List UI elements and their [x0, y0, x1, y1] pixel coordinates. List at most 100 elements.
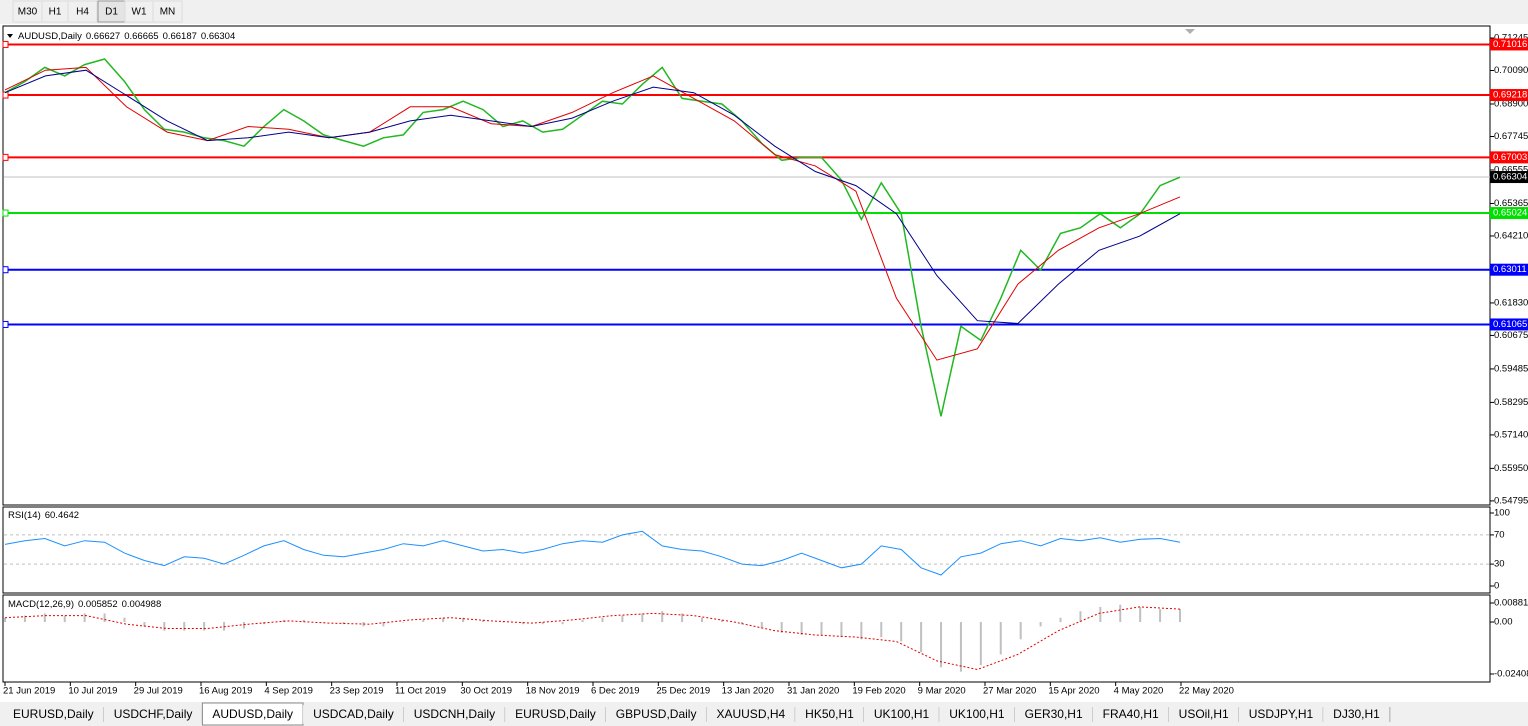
x-tick-label: 16 Aug 2019	[199, 686, 252, 697]
symbol: AUDUSD,Daily	[18, 31, 82, 42]
tab-label[interactable]: EURUSD,Daily	[515, 707, 596, 721]
tab[interactable]	[939, 705, 1015, 724]
quote: 0.66665	[124, 31, 158, 42]
timeframe-label[interactable]: H1	[49, 7, 62, 18]
tab[interactable]	[505, 705, 606, 724]
tab-label[interactable]: USDCHF,Daily	[114, 707, 193, 721]
y-tick-label: 0.55950	[1494, 463, 1528, 474]
macd-bar	[920, 622, 923, 653]
x-tick-label: 9 Mar 2020	[918, 686, 966, 697]
header-arrow	[7, 34, 13, 38]
macd-panel	[2, 594, 1491, 683]
macd-bar	[23, 615, 26, 623]
timeframe-button[interactable]	[152, 0, 183, 23]
macd-bar	[63, 615, 66, 623]
tab[interactable]	[1014, 705, 1093, 724]
level-label: 0.67003	[1493, 152, 1527, 163]
tab[interactable]	[863, 705, 940, 724]
rsi-tick-label: 100	[1494, 508, 1510, 519]
tab[interactable]	[706, 705, 796, 724]
level-label: 0.69218	[1493, 90, 1527, 101]
y-tick-label: 0.57140	[1494, 429, 1528, 440]
y-tick-label: 0.59485	[1494, 363, 1528, 374]
x-tick-label: 25 Dec 2019	[656, 686, 710, 697]
tab[interactable]	[403, 705, 506, 724]
tab-label[interactable]: GER30,H1	[1025, 707, 1083, 721]
tab-label[interactable]: FRA40,H1	[1103, 707, 1159, 721]
tab-label[interactable]: GBPUSD,Daily	[616, 707, 697, 721]
macd-bar	[999, 622, 1002, 655]
tab[interactable]	[1238, 705, 1324, 724]
timeframe-button[interactable]	[67, 0, 98, 23]
y-tick-label: 0.66555	[1494, 164, 1528, 175]
y-tick-label: 0.61830	[1494, 297, 1528, 308]
timeframe-label[interactable]: MN	[160, 7, 176, 18]
tab-label[interactable]: USOil,H1	[1179, 707, 1229, 721]
tab-label[interactable]: AUDUSD,Daily	[212, 707, 293, 721]
macd-bar	[959, 622, 962, 672]
tab[interactable]	[795, 705, 864, 724]
rsi-tick-label: 0	[1494, 581, 1499, 592]
macd-bar	[701, 617, 704, 623]
level-anchor	[2, 40, 9, 48]
macd-bar	[541, 622, 544, 625]
macd-bar	[402, 622, 405, 623]
timeframe-label[interactable]: D1	[105, 7, 118, 18]
current-label-bg	[1490, 171, 1528, 184]
price-line	[4, 66, 1181, 361]
macd-bar	[1039, 622, 1042, 627]
macd-bar	[163, 622, 166, 631]
macd-bar	[462, 617, 465, 623]
x-tick-label: 10 Jul 2019	[68, 686, 117, 697]
macd-bar	[1119, 604, 1122, 623]
macd-bar	[1059, 617, 1062, 623]
macd-bar	[43, 613, 46, 623]
level-anchor	[2, 209, 9, 217]
macd-tick-label: 0.00	[1494, 617, 1513, 628]
rsi-header: RSI(14) 60.4642	[8, 510, 79, 521]
timeframe-toolbar: 15M30H1H4D1W1MN	[12, 0, 183, 23]
x-tick-label: 4 Sep 2019	[264, 686, 313, 697]
tab[interactable]	[103, 705, 203, 724]
macd-tick-label: 0.008815	[1494, 598, 1528, 609]
macd-bar	[123, 617, 126, 623]
macd-bar	[581, 619, 584, 623]
timeframe-label[interactable]: H4	[76, 7, 89, 18]
macd-bar	[601, 617, 604, 623]
y-tick-label: 0.60675	[1494, 330, 1528, 341]
tab-bar: EURUSD,Daily USDCHF,Daily AUDUSD,Daily USDC…	[3, 702, 1391, 726]
y-tick-label: 0.71245	[1494, 33, 1528, 44]
macd-bar	[521, 622, 524, 625]
x-tick-label: 23 Sep 2019	[330, 686, 384, 697]
macd-bar	[780, 622, 783, 633]
level-label: 0.65024	[1493, 208, 1527, 219]
macd-bar	[641, 613, 644, 623]
tab[interactable]	[1092, 705, 1169, 724]
tab-label[interactable]: UK100,H1	[949, 707, 1005, 721]
quote: 0.66304	[201, 31, 235, 42]
macd-bar	[1179, 609, 1181, 623]
tab[interactable]	[605, 705, 707, 724]
macd-bar	[720, 619, 723, 623]
timeframe-label[interactable]: M30	[18, 7, 38, 18]
tab-label[interactable]: HK50,H1	[805, 707, 854, 721]
tab[interactable]	[1168, 705, 1239, 724]
tab-label[interactable]: USDJPY,H1	[1249, 707, 1314, 721]
tab-label[interactable]: XAUUSD,H4	[716, 707, 785, 721]
macd-bar	[661, 611, 664, 623]
tab-label[interactable]: EURUSD,Daily	[13, 707, 94, 721]
tab[interactable]	[1323, 705, 1390, 724]
tab[interactable]	[3, 705, 104, 724]
macd-bar	[501, 622, 504, 623]
tab-label[interactable]: DJ30,H1	[1333, 707, 1380, 721]
tab[interactable]	[303, 705, 404, 724]
level-label-bg	[1490, 207, 1528, 220]
tab-label[interactable]: UK100,H1	[874, 707, 930, 721]
macd-bar	[143, 622, 146, 627]
macd-header: MACD(12,26,9) 0.005852 0.004988	[8, 599, 161, 610]
tab-label[interactable]: USDCAD,Daily	[313, 707, 394, 721]
quote: 0.66187	[163, 31, 197, 42]
tab-label[interactable]: USDCNH,Daily	[414, 707, 495, 721]
timeframe-label[interactable]: W1	[132, 7, 147, 18]
